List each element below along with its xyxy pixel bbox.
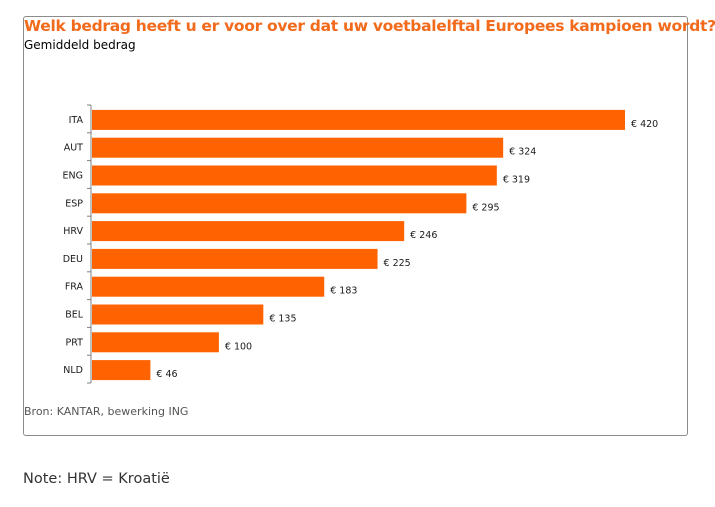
chart-source: Bron: KANTAR, bewerking ING	[24, 405, 189, 418]
category-label: ENG	[63, 171, 83, 182]
value-label: € 100	[225, 341, 252, 352]
bar-nld	[92, 360, 151, 381]
bar-deu	[92, 248, 378, 269]
chart-subtitle: Gemiddeld bedrag	[24, 38, 136, 52]
value-label: € 324	[509, 147, 536, 158]
category-label: NLD	[63, 365, 83, 376]
chart-title: Welk bedrag heeft u er voor over dat uw …	[24, 17, 715, 35]
bar-ita	[92, 109, 625, 130]
value-label: € 135	[269, 314, 296, 325]
category-label: FRA	[65, 282, 84, 293]
category-label: PRT	[66, 337, 84, 348]
chart-frame	[23, 16, 688, 436]
value-label: € 46	[156, 369, 177, 380]
bar-aut	[92, 137, 504, 158]
bar-prt	[92, 332, 219, 353]
bar-bel	[92, 304, 264, 325]
bar-eng	[92, 165, 497, 186]
category-label: AUT	[64, 143, 83, 154]
category-label: ITA	[69, 115, 84, 126]
category-label: HRV	[63, 226, 83, 237]
value-label: € 246	[410, 230, 437, 241]
bar-hrv	[92, 221, 405, 242]
value-label: € 295	[472, 202, 499, 213]
category-label: BEL	[65, 310, 84, 321]
bar-esp	[92, 193, 467, 214]
value-label: € 225	[384, 258, 411, 269]
value-label: € 319	[503, 175, 530, 186]
category-label: DEU	[63, 254, 83, 265]
footnote: Note: HRV = Kroatië	[23, 471, 170, 487]
value-label: € 183	[330, 286, 357, 297]
value-label: € 420	[631, 119, 658, 130]
category-label: ESP	[65, 198, 83, 209]
bar-fra	[92, 276, 325, 297]
